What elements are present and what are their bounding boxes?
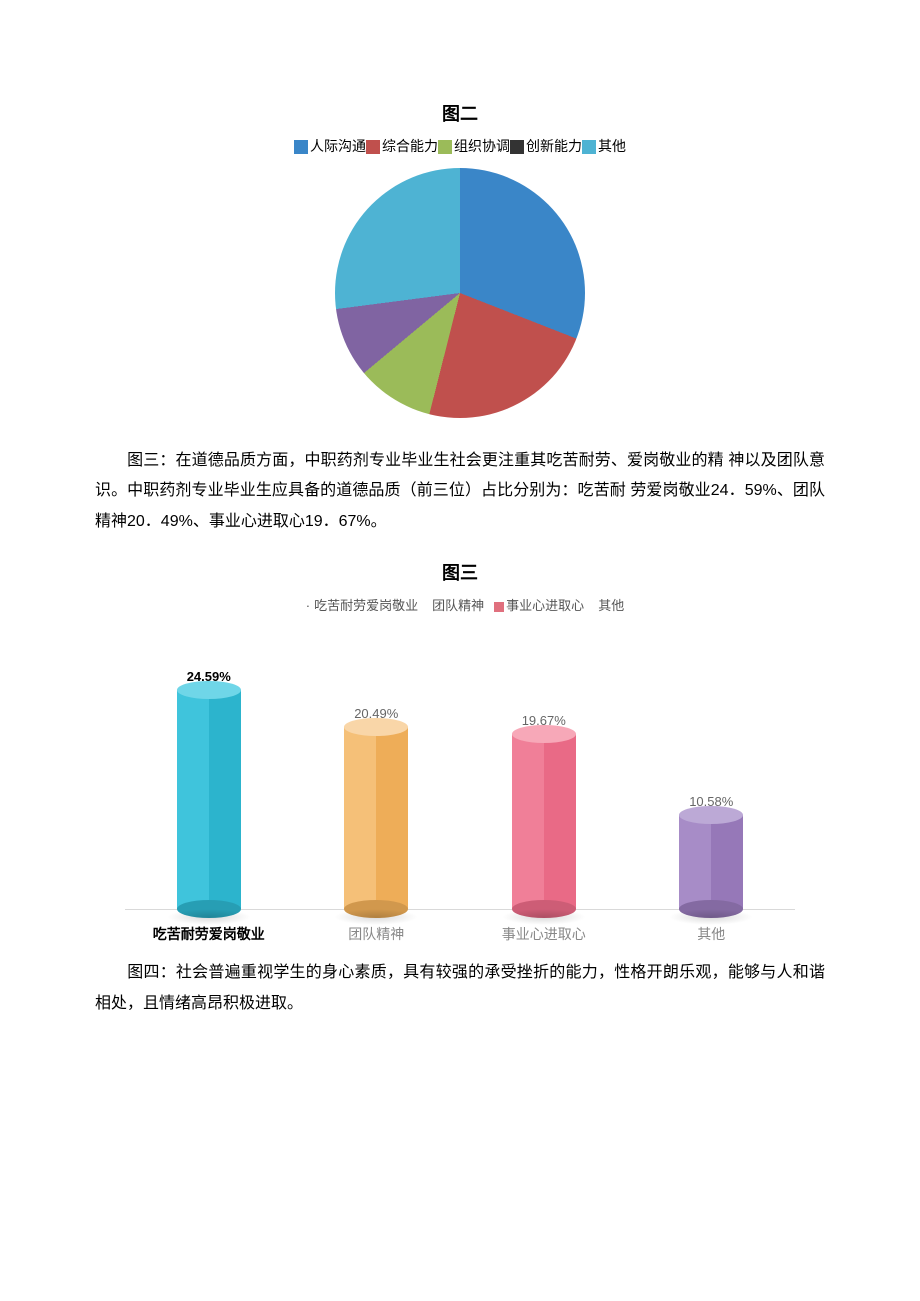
chart2-legend-item: 人际沟通 [294,136,366,156]
legend-label: 其他 [598,138,626,154]
legend-dot-icon: · [306,598,310,613]
legend-swatch-icon [294,140,308,154]
paragraph4-text: 图四：社会普遍重视学生的身心素质，具有较强的承受挫折的能力，性格开朗乐观，能够与… [95,964,825,1011]
legend-swatch-icon [582,140,596,154]
chart2-legend-item: 综合能力 [366,136,438,156]
bar-cylinder [177,690,241,909]
bar-column: 10.58% [641,794,781,909]
chart3-bar-labels: 吃苦耐劳爱岗敬业 团队精神 事业心进取心 其他 [125,924,795,944]
bar-cylinder [679,815,743,909]
legend-label: 事业心进取心 [506,598,584,613]
legend-label: 组织协调 [454,138,510,154]
chart2-title: 图二 [95,100,825,126]
legend-label: 综合能力 [382,138,438,154]
paragraph3-text: 图三：在道德品质方面，中职药剂专业毕业生社会更注重其吃苦耐劳、爱岗敬业的精 神以… [95,452,825,530]
bar-category-label: 吃苦耐劳爱岗敬业 [139,924,279,944]
chart2-pie [335,168,585,418]
legend-swatch-icon [510,140,524,154]
paragraph-chart3-desc: 图三：在道德品质方面，中职药剂专业毕业生社会更注重其吃苦耐劳、爱岗敬业的精 神以… [95,446,825,537]
legend-label: 人际沟通 [310,138,366,154]
chart3-title: 图三 [95,559,825,585]
bar-category-label: 事业心进取心 [474,924,614,944]
bar-column: 24.59% [139,669,279,909]
bar-category-label: 其他 [641,924,781,944]
bar-cylinder [344,727,408,909]
paragraph-chart4-desc: 图四：社会普遍重视学生的身心素质，具有较强的承受挫折的能力，性格开朗乐观，能够与… [95,958,825,1019]
legend-swatch-icon [438,140,452,154]
legend-swatch-icon [366,140,380,154]
chart2-legend-item: 创新能力 [510,136,582,156]
bar-category-label: 团队精神 [306,924,446,944]
chart3-legend: · 吃苦耐劳爱岗敬业团队精神 事业心进取心其他 [95,595,825,614]
chart2-legend-item: 组织协调 [438,136,510,156]
legend-label: 创新能力 [526,138,582,154]
bar-column: 20.49% [306,706,446,909]
bar-cylinder [512,734,576,909]
legend-label: 其他 [598,598,624,613]
chart3-bar-area: 24.59%20.49%19.67%10.58% [125,630,795,910]
legend-swatch-icon [494,602,504,612]
bar-column: 19.67% [474,713,614,909]
legend-label: 吃苦耐劳爱岗敬业 [314,598,418,613]
chart2-pie-container [95,168,825,418]
legend-label: 团队精神 [432,598,484,613]
chart2-legend-item: 其他 [582,136,626,156]
chart2-legend: 人际沟通综合能力组织协调创新能力其他 [95,136,825,156]
